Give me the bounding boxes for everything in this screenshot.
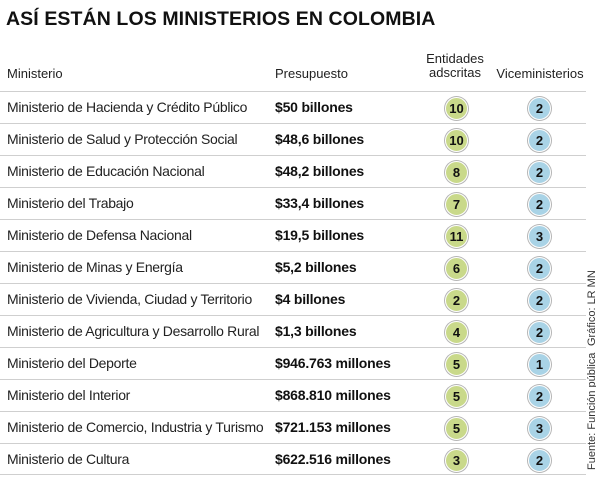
entidades-badge: 7 — [445, 193, 468, 216]
viceministerios-badge: 1 — [528, 353, 551, 376]
entidades-badge: 10 — [445, 97, 468, 120]
viceministerios-badge: 2 — [528, 161, 551, 184]
viceministerios-badge: 2 — [528, 449, 551, 472]
table-row: Ministerio de Educación Nacional $48,2 bi… — [0, 155, 586, 187]
table-row: Ministerio de Minas y Energía $5,2 billon… — [0, 251, 586, 283]
header-presupuesto: Presupuesto — [275, 66, 348, 81]
ministerio-name: Ministerio de Hacienda y Crédito Público — [7, 99, 248, 115]
entidades-badge: 2 — [445, 289, 468, 312]
viceministerios-badge: 2 — [528, 129, 551, 152]
viceministerios-badge: 2 — [528, 321, 551, 344]
ministerio-name: Ministerio de Cultura — [7, 451, 130, 467]
header-entidades-line2: adscritas — [428, 65, 482, 80]
table-row: Ministerio de Comercio, Industria y Turi… — [0, 411, 586, 443]
header-viceministerios: Viceministerios — [496, 66, 584, 81]
table-row: Ministerio de Salud y Protección Social $… — [0, 123, 586, 155]
presupuesto-value: $48,6 billones — [275, 131, 365, 147]
table-row: Ministerio de Cultura $622.516 millones 3 2 — [0, 443, 586, 475]
table-row: Ministerio del Trabajo $33,4 billones 7 2 — [0, 187, 586, 219]
ministerio-name: Ministerio del Trabajo — [7, 195, 134, 211]
graphic-credit: Gráfico: LR MN — [586, 270, 596, 346]
table-row: Ministerio de Defensa Nacional $19,5 bill… — [0, 219, 586, 251]
ministerio-name: Ministerio del Deporte — [7, 355, 137, 371]
presupuesto-value: $50 billones — [275, 99, 353, 115]
entidades-badge: 11 — [445, 225, 468, 248]
presupuesto-value: $622.516 millones — [275, 451, 391, 467]
viceministerios-badge: 3 — [528, 417, 551, 440]
header-entidades-line1: Entidades — [426, 51, 484, 66]
presupuesto-value: $48,2 billones — [275, 163, 365, 179]
entidades-badge: 3 — [445, 449, 468, 472]
ministerios-table: Ministerio de Hacienda y Crédito Público… — [0, 91, 586, 475]
header-entidades-adscritas: Entidades adscritas — [420, 52, 490, 80]
ministerio-name: Ministerio de Defensa Nacional — [7, 227, 192, 243]
entidades-badge: 5 — [445, 353, 468, 376]
viceministerios-badge: 2 — [528, 97, 551, 120]
ministerio-name: Ministerio de Educación Nacional — [7, 163, 205, 179]
table-row: Ministerio del Interior $868.810 millones… — [0, 379, 586, 411]
entidades-badge: 8 — [445, 161, 468, 184]
source-credit: Fuente: Función pública — [586, 352, 596, 470]
viceministerios-badge: 2 — [528, 193, 551, 216]
viceministerios-badge: 2 — [528, 257, 551, 280]
presupuesto-value: $33,4 billones — [275, 195, 365, 211]
presupuesto-value: $5,2 billones — [275, 259, 357, 275]
entidades-badge: 6 — [445, 257, 468, 280]
ministerio-name: Ministerio del Interior — [7, 387, 131, 403]
entidades-badge: 5 — [445, 385, 468, 408]
page-title: ASÍ ESTÁN LOS MINISTERIOS EN COLOMBIA — [6, 8, 436, 30]
viceministerios-badge: 2 — [528, 289, 551, 312]
ministerio-name: Ministerio de Agricultura y Desarrollo R… — [7, 323, 260, 339]
table-row: Ministerio del Deporte $946.763 millones 5… — [0, 347, 586, 379]
ministerio-name: Ministerio de Salud y Protección Social — [7, 131, 238, 147]
presupuesto-value: $868.810 millones — [275, 387, 391, 403]
ministerio-name: Ministerio de Vivienda, Ciudad y Territo… — [7, 291, 252, 307]
presupuesto-value: $19,5 billones — [275, 227, 365, 243]
presupuesto-value: $721.153 millones — [275, 419, 391, 435]
viceministerios-badge: 3 — [528, 225, 551, 248]
presupuesto-value: $4 billones — [275, 291, 346, 307]
presupuesto-value: $1,3 billones — [275, 323, 357, 339]
ministerio-name: Ministerio de Comercio, Industria y Turi… — [7, 419, 264, 435]
header-ministerio: Ministerio — [7, 66, 63, 81]
entidades-badge: 5 — [445, 417, 468, 440]
presupuesto-value: $946.763 millones — [275, 355, 391, 371]
entidades-badge: 4 — [445, 321, 468, 344]
table-row: Ministerio de Vivienda, Ciudad y Territo… — [0, 283, 586, 315]
entidades-badge: 10 — [445, 129, 468, 152]
table-row: Ministerio de Hacienda y Crédito Público… — [0, 91, 586, 123]
viceministerios-badge: 2 — [528, 385, 551, 408]
ministerio-name: Ministerio de Minas y Energía — [7, 259, 183, 275]
table-row: Ministerio de Agricultura y Desarrollo R… — [0, 315, 586, 347]
